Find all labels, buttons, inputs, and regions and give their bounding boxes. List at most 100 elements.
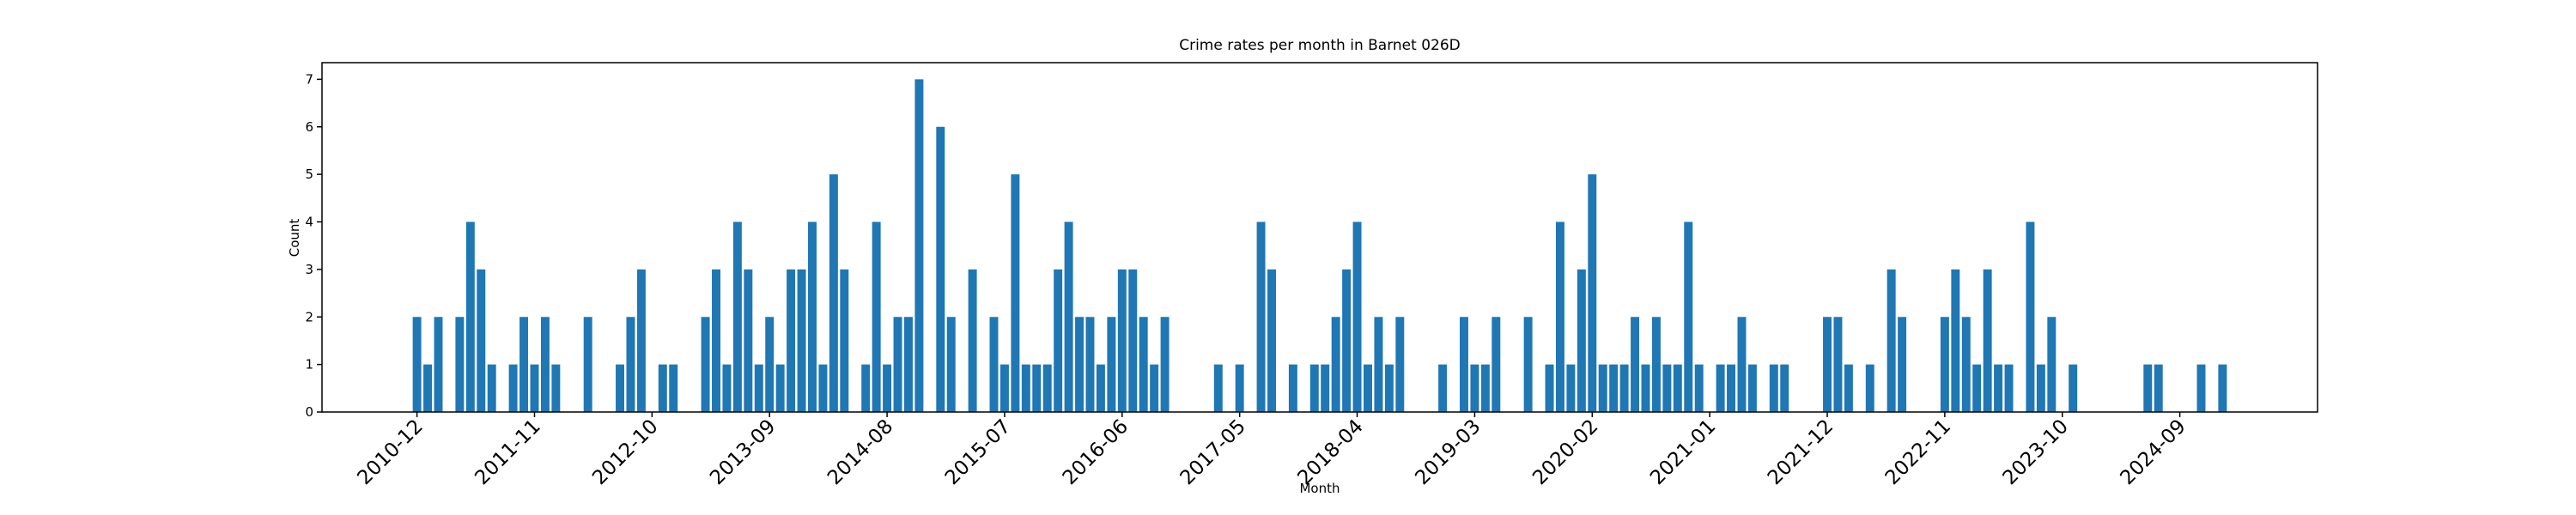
y-tick-label: 6 [305,119,313,135]
bar [1865,364,1874,412]
bar [765,317,775,412]
bar [519,317,529,412]
bar [872,221,881,412]
bar [1780,364,1789,412]
bar [1470,364,1479,412]
bar [989,317,999,412]
bar [1898,317,1907,412]
y-tick-label: 1 [305,357,313,373]
bar [465,221,475,412]
x-tick-label: 2022-11 [1881,415,1955,489]
bar [540,317,550,412]
bar [1032,364,1042,412]
bar [1256,221,1266,412]
bar [722,364,732,412]
x-tick-label: 2019-03 [1411,415,1485,489]
plot-frame [321,62,2318,413]
bar [1459,317,1468,412]
bar [2026,221,2035,412]
x-tick-label: 2021-12 [1764,415,1838,489]
x-tick-label: 2015-07 [941,415,1015,489]
bar [1833,317,1843,412]
bar [1288,364,1297,412]
bar [1321,364,1330,412]
bar [1523,317,1533,412]
bar [968,269,977,412]
bar [2069,364,2078,412]
y-tick-label: 3 [305,262,313,277]
bar [1641,364,1650,412]
bar [1331,317,1340,412]
bar [1716,364,1725,412]
bar [1983,269,1992,412]
x-tick-label: 2020-02 [1528,415,1602,489]
bar [1235,364,1244,412]
bar [2218,364,2227,412]
bar [616,364,624,412]
bar [1011,174,1020,412]
y-tick-label: 7 [305,71,313,87]
bar [1150,364,1159,412]
bar [2143,364,2153,412]
bar [1309,364,1319,412]
bar [423,364,433,412]
x-tick-label: 2021-01 [1646,415,1720,489]
bar [1588,174,1597,412]
bar [1940,317,1949,412]
bar [551,364,561,412]
bar [787,269,796,412]
bar [701,317,710,412]
bar [775,364,785,412]
bar [1160,317,1170,412]
bar [1598,364,1607,412]
bar [1342,269,1352,412]
bar [1107,317,1116,412]
bar [808,221,817,412]
bar [1961,317,1971,412]
bar [1694,364,1704,412]
bar [1769,364,1778,412]
x-tick-label: 2013-09 [706,415,780,489]
bar [2004,364,2014,412]
bar [669,364,678,412]
bar [1139,317,1148,412]
bar [1384,364,1394,412]
bar [893,317,902,412]
bar [1673,364,1682,412]
bar [508,364,518,412]
bar [1054,269,1063,412]
bar [1951,269,1960,412]
bar [1823,317,1832,412]
bar [1727,364,1736,412]
y-tick-label: 4 [305,215,313,230]
bar [744,269,753,412]
bar [1480,364,1490,412]
bar [1213,364,1223,412]
bar [1886,269,1896,412]
x-tick-label: 2017-05 [1176,415,1250,489]
bar [1096,364,1105,412]
bar [712,269,720,412]
bar [818,364,828,412]
bar [487,364,496,412]
bar [2154,364,2163,412]
bar [1267,269,1276,412]
bar [1651,317,1661,412]
bar [2047,317,2057,412]
x-tick-label: 2012-10 [588,415,662,489]
bar [2036,364,2045,412]
bar [455,317,465,412]
y-tick-label: 0 [305,404,313,420]
bar [754,364,763,412]
bar [1555,221,1564,412]
bar [883,364,892,412]
x-tick-label: 2014-08 [823,415,897,489]
bar [914,79,924,412]
bar [626,317,635,412]
bar [861,364,871,412]
bar [1438,364,1448,412]
x-tick-label: 2024-09 [2117,415,2190,489]
bar [1609,364,1619,412]
bar [1619,364,1629,412]
